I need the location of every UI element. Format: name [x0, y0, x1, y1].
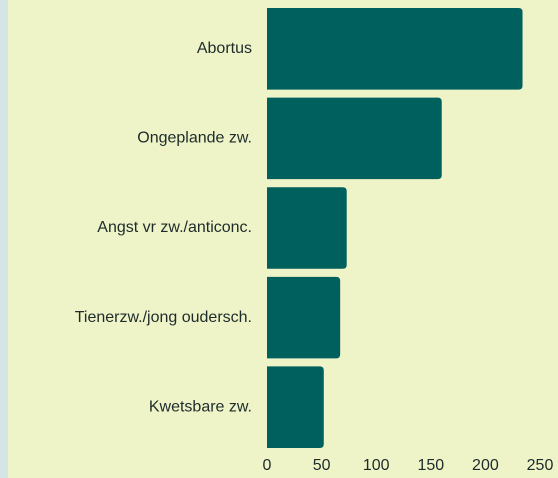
y-tick-label: Angst vr zw./anticonc.	[97, 219, 252, 236]
side-strip	[0, 0, 8, 478]
y-tick-label: Kwetsbare zw.	[149, 398, 252, 415]
bar	[267, 276, 341, 359]
x-tick-label: 100	[363, 457, 390, 474]
x-tick-label: 150	[417, 457, 444, 474]
y-tick-label: Abortus	[197, 40, 252, 57]
x-tick-label: 200	[472, 457, 499, 474]
bar	[267, 8, 523, 90]
y-tick-label: Tienerzw./jong oudersch.	[75, 309, 252, 326]
bar	[267, 97, 442, 180]
x-tick-label: 50	[313, 457, 331, 474]
x-tick-label: 0	[263, 457, 272, 474]
bar	[267, 366, 324, 448]
x-tick-label: 250	[527, 457, 554, 474]
y-tick-label: Ongeplande zw.	[137, 130, 252, 147]
bar	[267, 187, 347, 269]
